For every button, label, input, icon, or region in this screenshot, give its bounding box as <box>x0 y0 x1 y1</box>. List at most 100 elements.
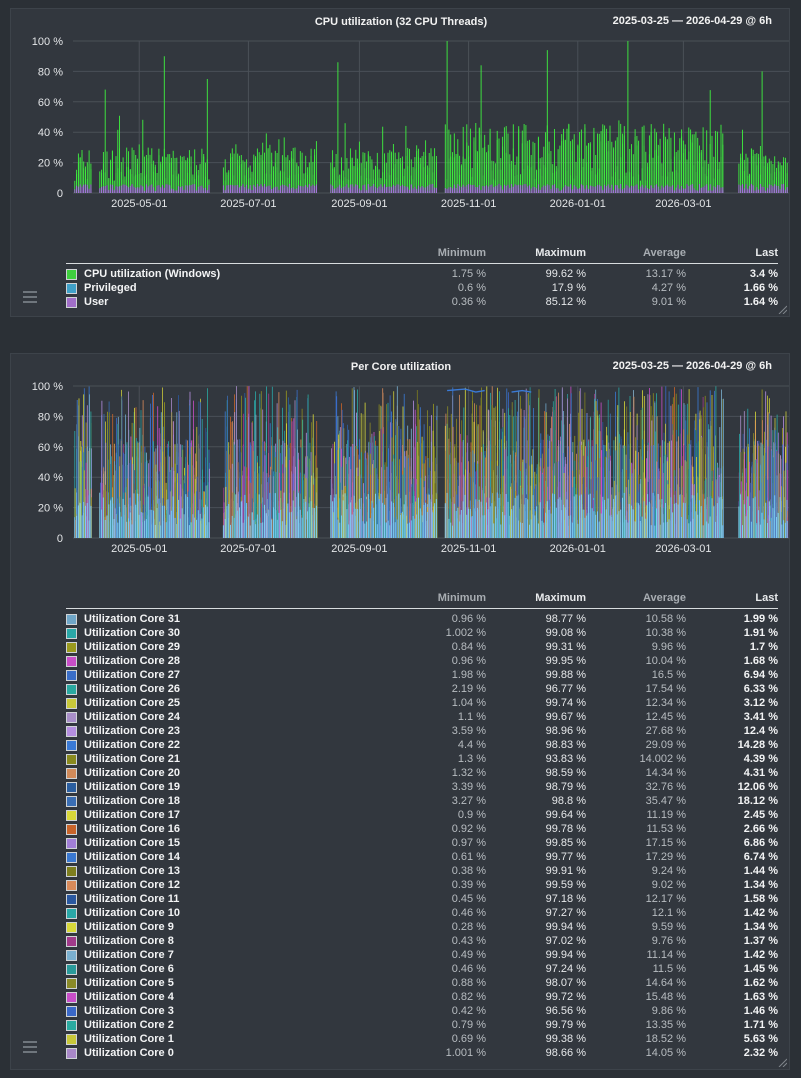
avg-value: 11.5 % <box>652 963 686 975</box>
legend-row[interactable]: Utilization Core 27 1.98 % 99.88 % 16.5 % 6.… <box>66 668 778 682</box>
legend-row[interactable]: Utilization Core 16 0.92 % 99.78 % 11.53 % 2… <box>66 822 778 836</box>
avg-value: 17.54 % <box>645 683 686 695</box>
last-value: 18.12 % <box>737 795 778 807</box>
max-value: 98.83 % <box>545 739 586 751</box>
legend-row[interactable]: Utilization Core 14 0.61 % 99.77 % 17.29 % 6… <box>66 850 778 864</box>
legend-swatch <box>66 642 77 653</box>
per-core-utilization-panel: Per Core utilization 2025-03-25 — 2026-0… <box>10 353 790 1070</box>
legend-row[interactable]: Utilization Core 12 0.39 % 99.59 % 9.02 % 1.… <box>66 878 778 892</box>
legend-row[interactable]: Utilization Core 25 1.04 % 99.74 % 12.34 % 3… <box>66 696 778 710</box>
series-name: Privileged <box>84 282 137 294</box>
header-minimum[interactable]: Minimum <box>437 592 486 604</box>
legend-swatch <box>66 614 77 625</box>
header-maximum[interactable]: Maximum <box>535 592 586 604</box>
legend-row[interactable]: Utilization Core 4 0.82 % 99.72 % 15.48 % 1.… <box>66 990 778 1004</box>
min-value: 1.002 % <box>445 627 486 639</box>
legend-row[interactable]: Utilization Core 31 0.96 % 98.77 % 10.58 % 1… <box>66 612 778 626</box>
legend-row[interactable]: Utilization Core 26 2.19 % 96.77 % 17.54 % 6… <box>66 682 778 696</box>
min-value: 0.96 % <box>451 613 486 625</box>
last-value: 3.4 % <box>749 268 778 280</box>
last-value: 1.63 % <box>743 991 778 1003</box>
x-tick-label: 2025-05-01 <box>111 543 167 555</box>
last-value: 6.74 % <box>743 851 778 863</box>
legend-row[interactable]: Utilization Core 30 1.002 % 99.08 % 10.38 %… <box>66 626 778 640</box>
avg-value: 9.59 % <box>651 921 686 933</box>
legend-row[interactable]: User 0.36 % 85.12 % 9.01 % 1.64 % <box>66 295 778 309</box>
max-value: 98.77 % <box>545 613 586 625</box>
time-range[interactable]: 2025-03-25 — 2026-04-29 @ 6h <box>612 360 772 372</box>
avg-value: 11.14 % <box>646 949 686 961</box>
legend-row[interactable]: Utilization Core 8 0.43 % 97.02 % 9.76 % 1.3… <box>66 934 778 948</box>
avg-value: 17.15 % <box>645 837 686 849</box>
min-value: 0.96 % <box>451 655 486 667</box>
min-value: 0.43 % <box>451 935 486 947</box>
legend-row[interactable]: CPU utilization (Windows) 1.75 % 99.62 % 13… <box>66 267 778 281</box>
series-name: Utilization Core 6 <box>84 963 174 975</box>
series-cpu-utilization <box>74 41 788 193</box>
legend-row[interactable]: Utilization Core 18 3.27 % 98.8 % 35.47 % 18… <box>66 794 778 808</box>
series-name: Utilization Core 17 <box>84 809 180 821</box>
header-maximum[interactable]: Maximum <box>535 247 586 259</box>
header-last[interactable]: Last <box>755 247 778 259</box>
avg-value: 9.86 % <box>651 1005 686 1017</box>
legend-row[interactable]: Utilization Core 15 0.97 % 99.85 % 17.15 % 6… <box>66 836 778 850</box>
legend-swatch <box>66 964 77 975</box>
header-minimum[interactable]: Minimum <box>437 247 486 259</box>
header-average[interactable]: Average <box>642 592 686 604</box>
resize-grip-icon[interactable] <box>777 304 787 314</box>
legend-row[interactable]: Utilization Core 22 4.4 % 98.83 % 29.09 % 14… <box>66 738 778 752</box>
last-value: 12.4 % <box>743 725 778 737</box>
avg-value: 12.34 % <box>645 697 686 709</box>
cpu-utilization-panel: CPU utilization (32 CPU Threads) 2025-03… <box>10 8 790 317</box>
series-name: Utilization Core 3 <box>84 1005 174 1017</box>
avg-value: 4.27 % <box>651 282 686 294</box>
legend-row[interactable]: Utilization Core 7 0.49 % 99.94 % 11.14 % 1.… <box>66 948 778 962</box>
legend-row[interactable]: Utilization Core 29 0.84 % 99.31 % 9.96 % 1.… <box>66 640 778 654</box>
legend-row[interactable]: Utilization Core 28 0.96 % 99.95 % 10.04 % 1… <box>66 654 778 668</box>
legend-swatch <box>66 894 77 905</box>
y-tick-label: 100 % <box>32 36 63 48</box>
legend-swatch <box>66 1006 77 1017</box>
hamburger-menu-icon[interactable] <box>23 1041 37 1056</box>
last-value: 5.63 % <box>743 1033 778 1045</box>
last-value: 1.66 % <box>743 282 778 294</box>
legend-row[interactable]: Utilization Core 19 3.39 % 98.79 % 32.76 % 1… <box>66 780 778 794</box>
resize-grip-icon[interactable] <box>777 1057 787 1067</box>
legend-row[interactable]: Utilization Core 2 0.79 % 99.79 % 13.35 % 1.… <box>66 1018 778 1032</box>
series-name: Utilization Core 1 <box>84 1033 174 1045</box>
series-name: Utilization Core 8 <box>84 935 174 947</box>
min-value: 0.6 % <box>457 282 486 294</box>
header-last[interactable]: Last <box>755 592 778 604</box>
legend-row[interactable]: Utilization Core 3 0.42 % 96.56 % 9.86 % 1.4… <box>66 1004 778 1018</box>
legend-swatch <box>66 628 77 639</box>
legend-swatch <box>66 880 77 891</box>
legend-row[interactable]: Utilization Core 17 0.9 % 99.64 % 11.19 % 2.… <box>66 808 778 822</box>
legend-row[interactable]: Utilization Core 9 0.28 % 99.94 % 9.59 % 1.3… <box>66 920 778 934</box>
per-core-utilization-chart[interactable]: 0 20 % 40 % 60 % 80 % 100 % 2025-05-01 2025-07-… <box>11 354 791 564</box>
legend-row[interactable]: Utilization Core 11 0.45 % 97.18 % 12.17 % 1… <box>66 892 778 906</box>
min-value: 0.97 % <box>451 837 486 849</box>
legend-row[interactable]: Utilization Core 13 0.38 % 99.91 % 9.24 % 1.… <box>66 864 778 878</box>
legend-row[interactable]: Utilization Core 10 0.46 % 97.27 % 12.1 % 1.… <box>66 906 778 920</box>
legend-row[interactable]: Utilization Core 5 0.88 % 98.07 % 14.64 % 1.… <box>66 976 778 990</box>
min-value: 3.39 % <box>451 781 486 793</box>
last-value: 1.71 % <box>743 1019 778 1031</box>
cpu-utilization-chart[interactable]: 0 20 % 40 % 60 % 80 % 100 % 2025-05-01 2025-07-… <box>11 9 791 219</box>
max-value: 99.38 % <box>545 1033 586 1045</box>
legend-row[interactable]: Utilization Core 1 0.69 % 99.38 % 18.52 % 5.… <box>66 1032 778 1046</box>
legend-row[interactable]: Utilization Core 23 3.59 % 98.96 % 27.68 % 1… <box>66 724 778 738</box>
legend-row[interactable]: Utilization Core 6 0.46 % 97.24 % 11.5 % 1.4… <box>66 962 778 976</box>
y-tick-label: 80 % <box>38 411 63 423</box>
legend-row[interactable]: Privileged 0.6 % 17.9 % 4.27 % 1.66 % <box>66 281 778 295</box>
legend-row[interactable]: Utilization Core 20 1.32 % 98.59 % 14.34 % 4… <box>66 766 778 780</box>
hamburger-menu-icon[interactable] <box>23 291 37 306</box>
legend-row[interactable]: Utilization Core 21 1.3 % 93.83 % 14.002 % 4… <box>66 752 778 766</box>
avg-value: 13.35 % <box>645 1019 686 1031</box>
series-name: Utilization Core 21 <box>84 753 180 765</box>
avg-value: 14.64 % <box>645 977 686 989</box>
time-range[interactable]: 2025-03-25 — 2026-04-29 @ 6h <box>612 15 772 27</box>
header-average[interactable]: Average <box>642 247 686 259</box>
legend-row[interactable]: Utilization Core 0 1.001 % 98.66 % 14.05 % 2… <box>66 1046 778 1060</box>
legend-row[interactable]: Utilization Core 24 1.1 % 99.67 % 12.45 % 3.… <box>66 710 778 724</box>
legend-swatch <box>66 992 77 1003</box>
